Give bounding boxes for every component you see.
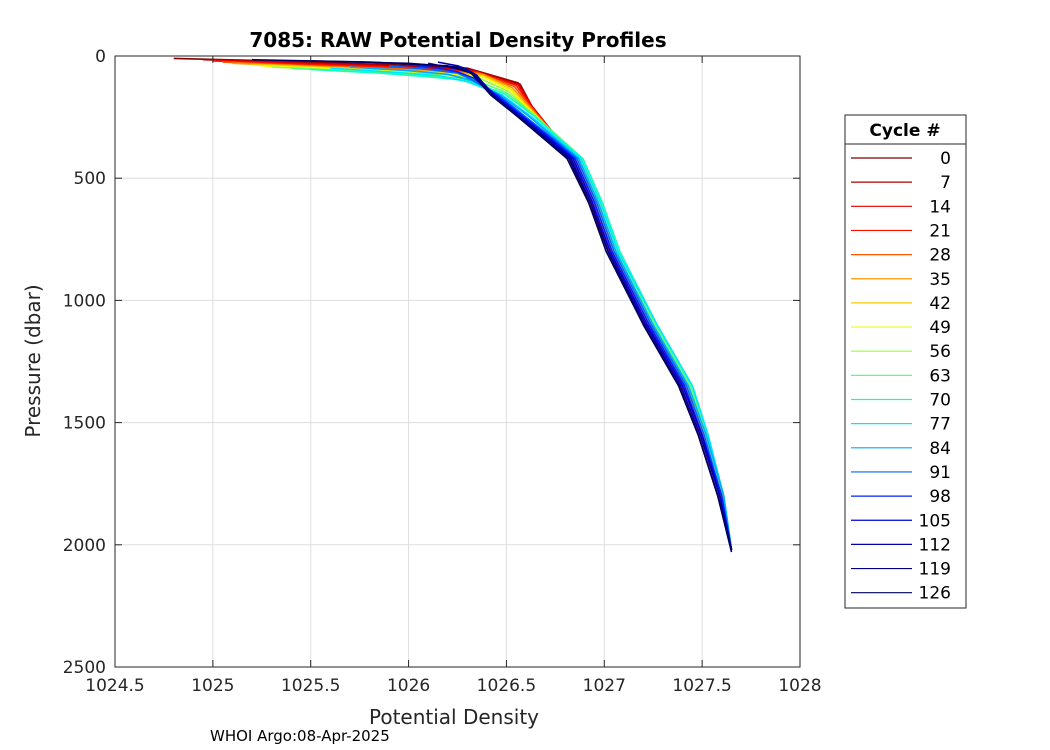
y-axis-label: Pressure (dbar): [21, 284, 45, 437]
x-tick-label: 1027: [583, 676, 626, 696]
x-tick-label: 1026: [387, 676, 430, 696]
legend-label: 98: [929, 487, 951, 507]
y-tick-label: 0: [95, 47, 106, 67]
x-tick-label: 1028: [778, 676, 821, 696]
legend-label: 105: [919, 511, 951, 531]
legend-entries: 0 7 14 21 28 35 42 49 56 63 70 77 84 91 98 105 112 119 126: [851, 149, 951, 604]
series-line-cycle-84: [349, 66, 733, 550]
x-tick-label: 1024.5: [85, 676, 144, 696]
legend-label: 56: [929, 342, 951, 362]
legend-label: 0: [940, 149, 951, 169]
legend: Cycle # 0 7 14 21 28 35 42 49 56 63 70 77 84 91 98 105 1…: [844, 114, 967, 609]
legend-label: 112: [919, 535, 951, 555]
grid: [115, 56, 800, 667]
x-tick-label: 1025.5: [281, 676, 340, 696]
legend-box: [844, 114, 967, 609]
x-tick-label: 1026.5: [477, 676, 536, 696]
legend-label: 91: [929, 463, 951, 483]
legend-label: 77: [929, 415, 951, 435]
y-tick-label: 2500: [63, 658, 106, 678]
legend-label: 14: [929, 197, 951, 217]
x-axis-label: Potential Density: [369, 705, 539, 729]
chart-title: 7085: RAW Potential Density Profiles: [249, 28, 666, 52]
legend-label: 42: [929, 294, 951, 314]
ticks: [114, 55, 801, 668]
tick-labels: 1024.5 1025 1025.5 1026 1026.5 1027 1027.5 1028…: [63, 47, 822, 696]
legend-title: Cycle #: [869, 121, 940, 141]
legend-label: 84: [929, 439, 951, 459]
series-line-cycle-91: [388, 65, 733, 550]
x-tick-label: 1025: [191, 676, 234, 696]
legend-label: 126: [919, 584, 951, 604]
x-tick-label: 1027.5: [672, 676, 731, 696]
credit-text: WHOI Argo:08-Apr-2025: [210, 727, 390, 745]
legend-label: 49: [929, 318, 951, 338]
legend-label: 70: [929, 391, 951, 411]
legend-label: 7: [940, 173, 951, 193]
legend-label: 63: [929, 366, 951, 386]
series-line-cycle-126: [251, 58, 733, 553]
legend-label: 119: [919, 560, 951, 580]
y-tick-label: 1500: [63, 414, 106, 434]
plot-area: [115, 56, 800, 667]
legend-label: 28: [929, 246, 951, 266]
series-line-cycle-112: [437, 61, 733, 550]
y-tick-label: 500: [74, 169, 106, 189]
legend-label: 35: [929, 270, 951, 290]
legend-label: 21: [929, 221, 951, 241]
series-layer: [173, 57, 733, 553]
plot-frame: [114, 55, 801, 668]
y-tick-label: 2000: [63, 536, 106, 556]
y-tick-label: 1000: [63, 291, 106, 311]
series-line-cycle-77: [330, 67, 733, 550]
